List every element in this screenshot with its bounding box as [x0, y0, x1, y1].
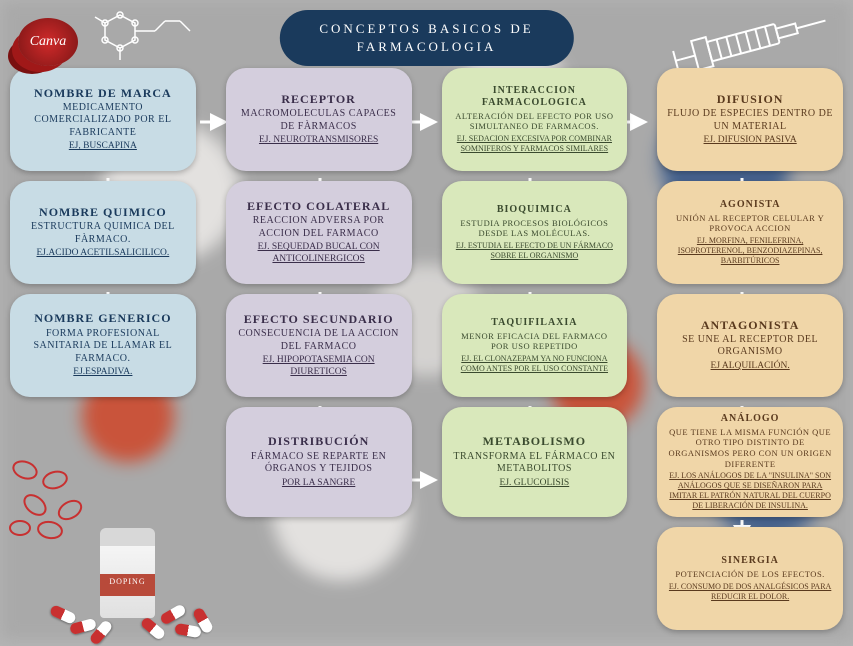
card-body: FORMA PROFESIONAL SANITARIA DE LLAMAR EL…: [20, 328, 186, 366]
card-title: NOMBRE GENERICO: [20, 311, 186, 325]
card-title: TAQUIFILAXIA: [452, 317, 618, 329]
card-example: EJ. SEQUEDAD BUCAL CON ANTICOLINERGICOS: [236, 242, 402, 266]
card-body: UNIÓN AL RECEPTOR CELULAR Y PROVOCA ACCI…: [667, 213, 833, 234]
syringe-icon: [668, 5, 838, 75]
card-analogo: ANÁLOGO QUE TIENE LA MISMA FUNCIÓN QUE O…: [657, 407, 843, 518]
card-interaccion: INTERACCION FARMACOLOGICA ALTERACIÓN DEL…: [442, 68, 628, 171]
card-body: POTENCIACIÓN DE LOS EFECTOS.: [667, 569, 833, 580]
card-receptor: RECEPTOR MACROMOLECULAS CAPACES DE FÀRMA…: [226, 68, 412, 171]
card-title: EFECTO COLATERAL: [236, 199, 402, 213]
card-title: EFECTO SECUNDARIO: [236, 312, 402, 326]
concept-grid: NOMBRE DE MARCA MEDICAMENTO COMERCIALIZA…: [10, 68, 843, 630]
card-agonista: AGONISTA UNIÓN AL RECEPTOR CELULAR Y PRO…: [657, 181, 843, 284]
card-example: EJ. EL CLONAZEPAM YA NO FUNCIONA COMO AN…: [452, 354, 618, 374]
card-body: ESTRUCTURA QUIMICA DEL FÀRMACO.: [20, 221, 186, 246]
card-antagonista: ANTAGONISTA SE UNE AL RECEPTOR DEL ORGAN…: [657, 294, 843, 397]
card-example: EJ. DIFUSION PASIVA: [667, 135, 833, 147]
card-body: FLUJO DE ESPECIES DENTRO DE UN MATERIAL: [667, 108, 833, 133]
card-title: SINERGIA: [667, 555, 833, 567]
card-title: INTERACCION FARMACOLOGICA: [452, 85, 618, 109]
card-example: EJ. GLUCOLISIS: [452, 478, 618, 490]
card-example: POR LA SANGRE: [236, 478, 402, 490]
card-example: EJ. HIPOPOTASEMIA CON DIURETICOS: [236, 355, 402, 379]
card-title: NOMBRE DE MARCA: [20, 86, 186, 100]
card-sinergia: SINERGIA POTENCIACIÓN DE LOS EFECTOS. EJ…: [657, 527, 843, 630]
card-example: EJ. LOS ANÁLOGOS DE LA "INSULINA" SON AN…: [667, 471, 833, 511]
card-title: DISTRIBUCIÓN: [236, 434, 402, 448]
card-example: EJ, BUSCAPINA: [20, 141, 186, 153]
canva-badge: Canva: [18, 18, 78, 66]
card-example: EJ.ESPADIVA.: [20, 367, 186, 379]
card-body: ESTUDIA PROCESOS BIOLÓGICOS DESDE LAS MO…: [452, 218, 618, 239]
card-body: MEDICAMENTO COMERCIALIZADO POR EL FABRIC…: [20, 102, 186, 140]
page-title: CONCEPTOS BASICOS DE FARMACOLOGIA: [279, 10, 573, 66]
card-example: EJ.ACIDO ACETILSALICILICO.: [20, 248, 186, 260]
card-efecto-secundario: EFECTO SECUNDARIO CONSECUENCIA DE LA ACC…: [226, 294, 412, 397]
card-title: BIOQUIMICA: [452, 204, 618, 216]
card-nombre-generico: NOMBRE GENERICO FORMA PROFESIONAL SANITA…: [10, 294, 196, 397]
card-body: FÁRMACO SE REPARTE EN ÓRGANOS Y TEJIDOS: [236, 451, 402, 476]
card-body: SE UNE AL RECEPTOR DEL ORGANISMO: [667, 334, 833, 359]
card-example: EJ. ESTUDIA EL EFECTO DE UN FÁRMACO SOBR…: [452, 241, 618, 261]
card-example: EJ. MORFINA, FENILEFRINA, ISOPROTERENOL,…: [667, 236, 833, 266]
card-bioquimica: BIOQUIMICA ESTUDIA PROCESOS BIOLÓGICOS D…: [442, 181, 628, 284]
card-example: EJ. SEDACION EXCESIVA POR COMBINAR SOMNI…: [452, 134, 618, 154]
card-distribucion: DISTRIBUCIÓN FÁRMACO SE REPARTE EN ÓRGAN…: [226, 407, 412, 518]
card-difusion: DIFUSION FLUJO DE ESPECIES DENTRO DE UN …: [657, 68, 843, 171]
card-body: MACROMOLECULAS CAPACES DE FÀRMACOS: [236, 108, 402, 133]
card-nombre-quimico: NOMBRE QUIMICO ESTRUCTURA QUIMICA DEL FÀ…: [10, 181, 196, 284]
card-title: RECEPTOR: [236, 92, 402, 106]
card-efecto-colateral: EFECTO COLATERAL REACCION ADVERSA POR AC…: [226, 181, 412, 284]
card-taquifilaxia: TAQUIFILAXIA MENOR EFICACIA DEL FARMACO …: [442, 294, 628, 397]
molecule-icon: [80, 5, 220, 65]
card-title: ANÁLOGO: [667, 413, 833, 425]
card-body: ALTERACIÓN DEL EFECTO POR USO SIMULTANEO…: [452, 111, 618, 132]
title-line-1: CONCEPTOS BASICOS DE: [319, 20, 533, 38]
card-body: TRANSFORMA EL FÁRMACO EN METABOLITOS: [452, 451, 618, 476]
card-title: NOMBRE QUIMICO: [20, 205, 186, 219]
title-line-2: FARMACOLOGIA: [319, 38, 533, 56]
card-title: DIFUSION: [667, 92, 833, 106]
card-body: QUE TIENE LA MISMA FUNCIÓN QUE OTRO TIPO…: [667, 427, 833, 470]
card-nombre-marca: NOMBRE DE MARCA MEDICAMENTO COMERCIALIZA…: [10, 68, 196, 171]
card-body: MENOR EFICACIA DEL FARMACO POR USO REPET…: [452, 331, 618, 352]
card-body: REACCION ADVERSA POR ACCION DEL FARMACO: [236, 215, 402, 240]
card-example: EJ ALQUILACIÓN.: [667, 361, 833, 373]
card-metabolismo: METABOLISMO TRANSFORMA EL FÁRMACO EN MET…: [442, 407, 628, 518]
card-example: EJ. NEUROTRANSMISORES: [236, 135, 402, 147]
card-title: AGONISTA: [667, 199, 833, 211]
card-title: ANTAGONISTA: [667, 318, 833, 332]
card-example: EJ. CONSUMO DE DOS ANALGÉSICOS PARA REDU…: [667, 582, 833, 602]
card-title: METABOLISMO: [452, 434, 618, 448]
card-body: CONSECUENCIA DE LA ACCION DEL FARMACO: [236, 328, 402, 353]
